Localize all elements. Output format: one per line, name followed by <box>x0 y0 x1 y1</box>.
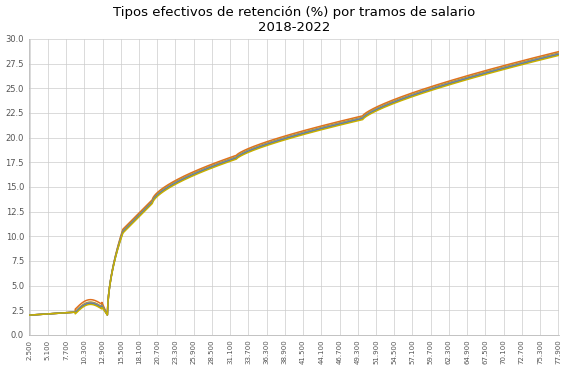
Title: Tipos efectivos de retención (%) por tramos de salario
2018-2022: Tipos efectivos de retención (%) por tra… <box>113 6 475 34</box>
